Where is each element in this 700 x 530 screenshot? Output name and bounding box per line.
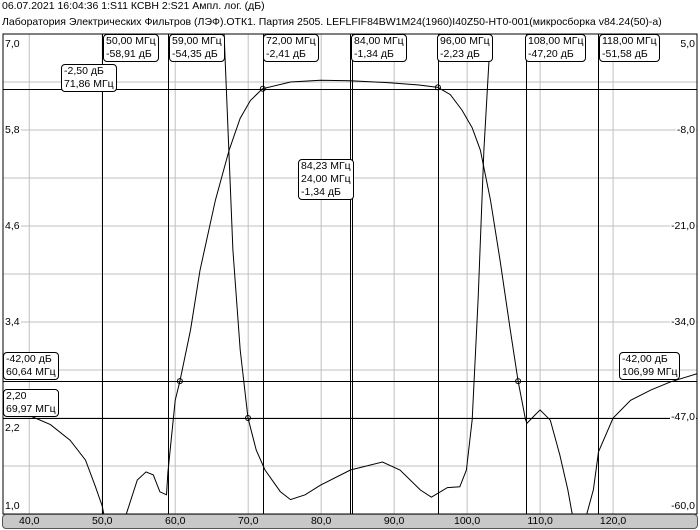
marker-value: -2,23 дБ <box>440 48 480 60</box>
marker-box-108[interactable]: 108,00 МГц -47,20 дБ <box>525 34 587 62</box>
y-right-tick: 5,0 <box>679 38 696 50</box>
level-value: -42,00 дБ <box>6 353 52 365</box>
marker-freq: 84,00 МГц <box>354 35 404 47</box>
marker-point <box>515 378 522 385</box>
y-left-tick: 2,2 <box>4 422 21 434</box>
marker-freq: 108,00 МГц <box>528 35 584 47</box>
y-right-tick: -34,0 <box>670 316 696 328</box>
reference-lines <box>3 34 697 514</box>
x-tick-label: 90,0 <box>383 515 405 527</box>
marker-box-84[interactable]: 84,00 МГц -1,34 дБ <box>351 34 407 62</box>
s11-swr-trace <box>223 34 491 501</box>
marker-box-72[interactable]: 72,00 МГц -2,41 дБ <box>263 34 319 62</box>
x-tick-label: 50,0 <box>92 515 113 527</box>
marker-value: -2,41 дБ <box>266 48 306 60</box>
x-tick-label: 60,0 <box>165 515 186 527</box>
x-tick-label: 80,0 <box>310 515 332 527</box>
bandwidth: 24,00 МГц <box>301 173 351 185</box>
y-right-tick: -60,0 <box>670 500 696 512</box>
insertion-loss: -1,34 дБ <box>301 186 341 198</box>
level-value: -2,50 дБ <box>64 65 104 77</box>
x-axis-bar[interactable]: 40,0 50,0 60,0 70,0 80,0 90,0 100,0 110,0 120,0 <box>2 514 698 529</box>
level-marker-box[interactable]: -2,50 дБ 71,86 МГц <box>61 64 117 92</box>
band-info-box: 84,23 МГц 24,00 МГц -1,34 дБ <box>298 159 354 200</box>
marker-freq: 96,00 МГц <box>440 35 490 47</box>
header-title: Лаборатория Электрических Фильтров (ЛЭФ)… <box>2 16 662 28</box>
level-freq: 69,97 МГц <box>6 403 56 415</box>
level-marker-box[interactable]: -42,00 дБ 106,99 МГц <box>619 352 681 380</box>
marker-box-96[interactable]: 96,00 МГц -2,23 дБ <box>437 34 493 62</box>
marker-value: -58,91 дБ <box>106 48 152 60</box>
marker-box-50[interactable]: 50,00 МГц -58,91 дБ <box>103 34 159 62</box>
y-left-tick: 4,6 <box>4 220 21 232</box>
traces <box>3 34 697 514</box>
marker-box-59[interactable]: 59,00 МГц -54,35 дБ <box>169 34 225 62</box>
marker-value: -54,35 дБ <box>172 48 218 60</box>
marker-freq: 118,00 МГц <box>602 35 657 47</box>
marker-box-118[interactable]: 118,00 МГц -51,58 дБ <box>599 34 660 62</box>
y-left-tick: 7,0 <box>4 38 21 50</box>
x-tick-label: 70,0 <box>237 515 259 527</box>
marker-freq: 59,00 МГц <box>172 35 222 47</box>
y-left-tick: 5,8 <box>4 124 21 136</box>
level-freq: 106,99 МГц <box>622 366 678 378</box>
level-value: 2,20 <box>6 390 27 402</box>
level-marker-box[interactable]: -42,00 дБ 60,64 МГц <box>3 352 59 380</box>
marker-point <box>176 378 183 385</box>
marker-value: -47,20 дБ <box>528 48 574 60</box>
x-tick-label: 110,0 <box>527 515 553 527</box>
x-tick-label: 100,0 <box>453 515 481 527</box>
marker-freq: 72,00 МГц <box>266 35 316 47</box>
marker-value: -1,34 дБ <box>354 48 394 60</box>
level-value: -42,00 дБ <box>622 353 668 365</box>
y-right-tick: -21,0 <box>670 220 696 232</box>
header-info: 06.07.2021 16:04:36 1:S11 КСВН 2:S21 Амп… <box>2 0 265 12</box>
marker-points <box>176 84 522 421</box>
x-tick-label: 120,0 <box>599 515 627 527</box>
marker-value: -51,58 дБ <box>602 48 648 60</box>
level-freq: 71,86 МГц <box>64 78 114 90</box>
y-right-tick: -47,0 <box>670 411 696 423</box>
marker-point <box>434 84 441 91</box>
y-left-tick: 3,4 <box>4 316 21 328</box>
marker-point <box>259 85 266 92</box>
level-freq: 60,64 МГц <box>6 366 56 378</box>
y-right-tick: -8,0 <box>675 124 696 136</box>
marker-point <box>244 415 251 421</box>
y-left-tick: 1,0 <box>4 500 21 512</box>
x-tick-label: 40,0 <box>19 515 40 527</box>
level-marker-box[interactable]: 2,20 69,97 МГц <box>3 389 59 417</box>
center-frequency: 84,23 МГц <box>301 160 351 172</box>
marker-freq: 50,00 МГц <box>106 35 156 47</box>
s21-trace <box>3 79 697 514</box>
